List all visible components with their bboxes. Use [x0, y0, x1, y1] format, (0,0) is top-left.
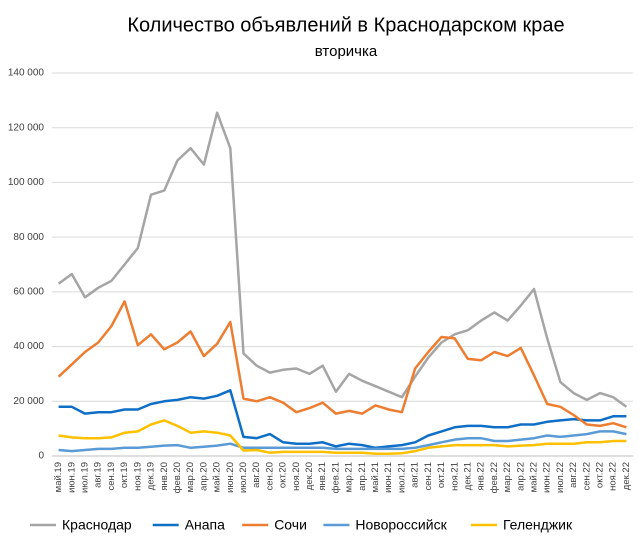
x-tick-label: окт.20 [278, 462, 289, 488]
series-line [58, 430, 627, 453]
x-tick-label: июн.21 [383, 462, 394, 493]
x-tick-label: ноя.21 [449, 462, 460, 491]
x-tick-label: июн.22 [542, 462, 553, 493]
y-tick-label: 120 000 [8, 122, 45, 133]
chart-subtitle: вторичка [315, 43, 378, 60]
x-tick-label: май.21 [370, 462, 381, 492]
x-tick-label: дек.19 [146, 462, 157, 490]
x-tick-label: янв.20 [159, 462, 170, 491]
legend-label: Новороссийск [355, 517, 447, 533]
x-tick-label: дек.22 [621, 462, 632, 490]
series-line [58, 419, 627, 456]
x-tick-label: окт.21 [436, 462, 447, 488]
x-tick-label: ноя.19 [132, 462, 143, 491]
series-line [58, 389, 627, 450]
legend-label: Сочи [274, 517, 307, 533]
x-tick-label: июл.19 [80, 462, 91, 493]
x-tick-label: сен.22 [581, 462, 592, 491]
x-tick-label: окт.19 [119, 462, 130, 488]
x-tick-label: июн.20 [225, 462, 236, 493]
x-tick-label: май.19 [53, 462, 64, 492]
x-tick-label: авг.21 [410, 462, 421, 488]
x-tick-label: сен.20 [264, 462, 275, 491]
x-tick-label: апр.20 [198, 462, 209, 491]
x-tick-label: апр.22 [515, 462, 526, 491]
y-tick-label: 80 000 [13, 232, 44, 243]
y-tick-label: 0 [38, 451, 44, 462]
y-tick-label: 60 000 [13, 286, 44, 297]
y-tick-label: 100 000 [8, 177, 45, 188]
legend-label: Анапа [185, 517, 225, 533]
x-tick-label: ноя.22 [608, 462, 619, 491]
x-tick-label: дек.21 [462, 462, 473, 490]
x-tick-label: июл.20 [238, 462, 249, 493]
x-tick-label: ноя.20 [291, 462, 302, 491]
x-tick-label: янв.22 [476, 462, 487, 491]
x-tick-label: апр.21 [357, 462, 368, 491]
y-tick-label: 40 000 [13, 341, 44, 352]
x-tick-label: июл.22 [555, 462, 566, 493]
x-tick-label: фев.21 [330, 462, 341, 493]
series-line [57, 300, 627, 429]
legend-label: Краснодар [62, 517, 132, 533]
x-tick-label: авг.20 [251, 462, 262, 488]
x-tick-label: мар.22 [502, 462, 513, 492]
x-tick-label: янв.21 [317, 462, 328, 491]
x-tick-label: сен.19 [106, 462, 117, 491]
x-tick-label: авг.19 [93, 462, 104, 488]
x-tick-label: мар.21 [344, 462, 355, 492]
legend-label: Геленджик [503, 517, 573, 533]
x-tick-label: май.20 [212, 462, 223, 492]
chart-title: Количество объявлений в Краснодарском кр… [127, 14, 564, 36]
x-tick-label: авг.22 [568, 462, 579, 488]
x-tick-label: май.22 [528, 462, 539, 492]
y-tick-label: 20 000 [13, 396, 44, 407]
series-line [57, 111, 628, 408]
x-tick-label: окт.22 [595, 462, 606, 488]
x-tick-label: фев.22 [489, 462, 500, 493]
y-tick-label: 140 000 [8, 68, 45, 79]
x-tick-label: фев.20 [172, 462, 183, 493]
x-tick-label: мар.20 [185, 462, 196, 492]
x-tick-label: дек.20 [304, 462, 315, 490]
x-tick-label: июл.21 [396, 462, 407, 493]
x-tick-label: июн.19 [66, 462, 77, 493]
x-tick-label: сен.21 [423, 462, 434, 491]
